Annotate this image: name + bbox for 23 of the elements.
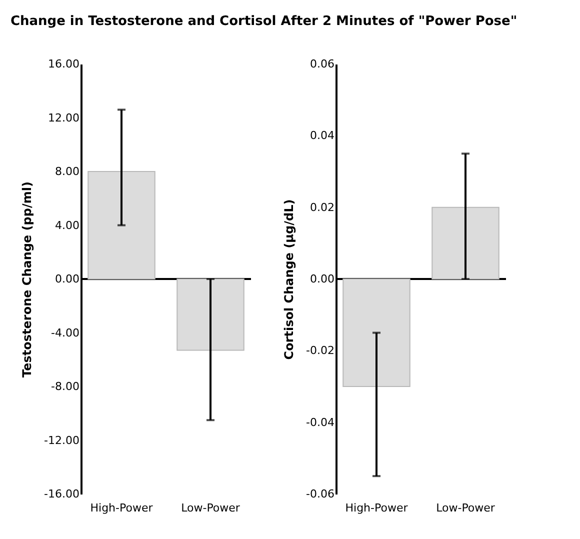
y-tick-label: -12.00 [44,434,80,447]
y-tick-label: 0.06 [310,58,334,70]
y-tick-label: -16.00 [44,488,80,500]
x-tick-label: High-Power [90,502,154,514]
y-tick-label: 4.00 [55,218,80,232]
y-axis-title: Cortisol Change (µg/dL) [282,199,296,360]
chart-title: Change in Testosterone and Cortisol After 2 Minutes of "Power Pose" [10,14,518,29]
y-tick-label: 0.00 [310,272,334,286]
y-tick-label: -8.00 [51,380,80,393]
y-tick-label: 8.00 [55,165,80,178]
y-tick-label: -0.04 [306,416,334,429]
y-tick-label: 0.00 [55,272,80,286]
y-tick-label: -0.06 [306,488,334,500]
y-tick-label: -4.00 [51,326,80,340]
y-tick-label: -0.02 [306,344,334,358]
y-axis-title: Testosterone Change (pp/ml) [20,182,34,378]
y-tick-label: 12.00 [48,111,80,124]
y-tick-label: 16.00 [48,58,80,70]
y-tick-label: 0.04 [310,129,334,142]
x-tick-label: High-Power [345,502,408,514]
y-tick-label: 0.02 [310,200,334,214]
x-tick-label: Low-Power [181,502,240,514]
x-tick-label: Low-Power [436,502,496,514]
